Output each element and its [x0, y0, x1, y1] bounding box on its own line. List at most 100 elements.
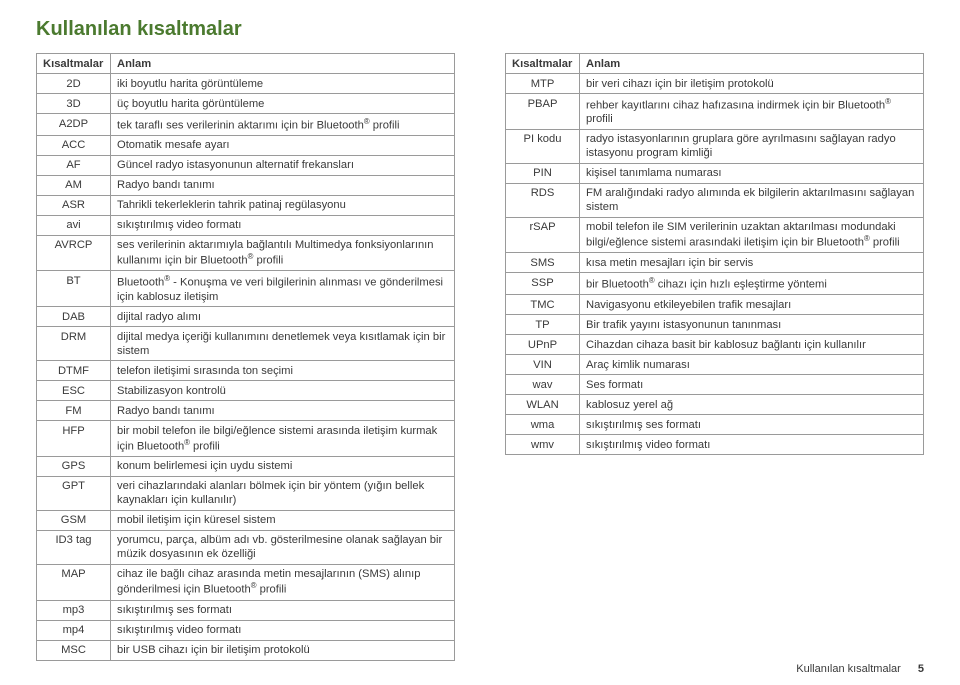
- abbr-cell: BT: [37, 271, 111, 307]
- meaning-cell: Otomatik mesafe ayarı: [111, 135, 455, 155]
- table-row: DTMFtelefon iletişimi sırasında ton seçi…: [37, 361, 455, 381]
- table-row: PBAPrehber kayıtlarını cihaz hafızasına …: [506, 94, 924, 130]
- meaning-cell: kablosuz yerel ağ: [580, 395, 924, 415]
- meaning-cell: kişisel tanımlama numarası: [580, 163, 924, 183]
- table-row: AVRCPses verilerinin aktarımıyla bağlant…: [37, 235, 455, 271]
- abbr-cell: MTP: [506, 74, 580, 94]
- abbr-cell: rSAP: [506, 217, 580, 253]
- table-row: mp4sıkıştırılmış video formatı: [37, 620, 455, 640]
- table-row: SMSkısa metin mesajları için bir servis: [506, 253, 924, 273]
- meaning-cell: Radyo bandı tanımı: [111, 175, 455, 195]
- abbr-cell: MAP: [37, 564, 111, 600]
- table-row: DABdijital radyo alımı: [37, 307, 455, 327]
- meaning-cell: Radyo bandı tanımı: [111, 401, 455, 421]
- content-columns: Kısaltmalar Anlam 2Diki boyutlu harita g…: [36, 53, 924, 661]
- abbr-cell: TMC: [506, 295, 580, 315]
- table-row: GPSkonum belirlemesi için uydu sistemi: [37, 456, 455, 476]
- abbr-cell: GPS: [37, 456, 111, 476]
- meaning-cell: Araç kimlik numarası: [580, 355, 924, 375]
- table-row: ESCStabilizasyon kontrolü: [37, 381, 455, 401]
- table-row: MAPcihaz ile bağlı cihaz arasında metin …: [37, 564, 455, 600]
- meaning-cell: kısa metin mesajları için bir servis: [580, 253, 924, 273]
- meaning-cell: Stabilizasyon kontrolü: [111, 381, 455, 401]
- abbr-cell: AVRCP: [37, 235, 111, 271]
- header-meaning: Anlam: [111, 54, 455, 74]
- table-row: wavSes formatı: [506, 375, 924, 395]
- table-row: ID3 tagyorumcu, parça, albüm adı vb. gös…: [37, 530, 455, 564]
- table-row: wmvsıkıştırılmış video formatı: [506, 435, 924, 455]
- table-row: UPnPCihazdan cihaza basit bir kablosuz b…: [506, 335, 924, 355]
- page-footer: Kullanılan kısaltmalar 5: [796, 663, 924, 675]
- meaning-cell: üç boyutlu harita görüntüleme: [111, 94, 455, 114]
- section-title: Kullanılan kısaltmalar: [36, 18, 924, 41]
- meaning-cell: sıkıştırılmış ses formatı: [580, 415, 924, 435]
- abbr-cell: WLAN: [506, 395, 580, 415]
- table-row: BTBluetooth® - Konuşma ve veri bilgileri…: [37, 271, 455, 307]
- table-row: AFGüncel radyo istasyonunun alternatif f…: [37, 155, 455, 175]
- table-header-row: Kısaltmalar Anlam: [506, 54, 924, 74]
- right-column: Kısaltmalar Anlam MTPbir veri cihazı içi…: [505, 53, 924, 661]
- table-row: AMRadyo bandı tanımı: [37, 175, 455, 195]
- abbr-cell: ESC: [37, 381, 111, 401]
- abbr-cell: GPT: [37, 476, 111, 510]
- meaning-cell: sıkıştırılmış video formatı: [111, 215, 455, 235]
- abbr-cell: RDS: [506, 183, 580, 217]
- meaning-cell: bir veri cihazı için bir iletişim protok…: [580, 74, 924, 94]
- meaning-cell: Bluetooth® - Konuşma ve veri bilgilerini…: [111, 271, 455, 307]
- abbr-cell: avi: [37, 215, 111, 235]
- abbr-cell: TP: [506, 315, 580, 335]
- meaning-cell: iki boyutlu harita görüntüleme: [111, 74, 455, 94]
- meaning-cell: rehber kayıtlarını cihaz hafızasına indi…: [580, 94, 924, 130]
- abbr-cell: 2D: [37, 74, 111, 94]
- footer-label: Kullanılan kısaltmalar: [796, 663, 901, 675]
- meaning-cell: cihaz ile bağlı cihaz arasında metin mes…: [111, 564, 455, 600]
- table-row: PINkişisel tanımlama numarası: [506, 163, 924, 183]
- left-table: Kısaltmalar Anlam 2Diki boyutlu harita g…: [36, 53, 455, 661]
- table-row: FMRadyo bandı tanımı: [37, 401, 455, 421]
- table-row: MTPbir veri cihazı için bir iletişim pro…: [506, 74, 924, 94]
- table-row: GSMmobil iletişim için küresel sistem: [37, 510, 455, 530]
- meaning-cell: ses verilerinin aktarımıyla bağlantılı M…: [111, 235, 455, 271]
- meaning-cell: veri cihazlarındaki alanları bölmek için…: [111, 476, 455, 510]
- table-row: PI koduradyo istasyonlarının gruplara gö…: [506, 129, 924, 163]
- table-row: HFPbir mobil telefon ile bilgi/eğlence s…: [37, 421, 455, 457]
- table-row: 2Diki boyutlu harita görüntüleme: [37, 74, 455, 94]
- meaning-cell: bir USB cihazı için bir iletişim protoko…: [111, 640, 455, 660]
- header-abbr: Kısaltmalar: [37, 54, 111, 74]
- left-column: Kısaltmalar Anlam 2Diki boyutlu harita g…: [36, 53, 455, 661]
- table-row: ACCOtomatik mesafe ayarı: [37, 135, 455, 155]
- abbr-cell: DAB: [37, 307, 111, 327]
- abbr-cell: wma: [506, 415, 580, 435]
- meaning-cell: Ses formatı: [580, 375, 924, 395]
- table-row: mp3sıkıştırılmış ses formatı: [37, 600, 455, 620]
- table-row: VINAraç kimlik numarası: [506, 355, 924, 375]
- meaning-cell: Cihazdan cihaza basit bir kablosuz bağla…: [580, 335, 924, 355]
- meaning-cell: sıkıştırılmış ses formatı: [111, 600, 455, 620]
- table-row: TMCNavigasyonu etkileyebilen trafik mesa…: [506, 295, 924, 315]
- meaning-cell: sıkıştırılmış video formatı: [580, 435, 924, 455]
- table-row: DRMdijital medya içeriği kullanımını den…: [37, 327, 455, 361]
- meaning-cell: konum belirlemesi için uydu sistemi: [111, 456, 455, 476]
- meaning-cell: Güncel radyo istasyonunun alternatif fre…: [111, 155, 455, 175]
- abbr-cell: SSP: [506, 273, 580, 295]
- meaning-cell: telefon iletişimi sırasında ton seçimi: [111, 361, 455, 381]
- table-header-row: Kısaltmalar Anlam: [37, 54, 455, 74]
- abbr-cell: SMS: [506, 253, 580, 273]
- meaning-cell: tek taraflı ses verilerinin aktarımı içi…: [111, 114, 455, 136]
- meaning-cell: yorumcu, parça, albüm adı vb. gösterilme…: [111, 530, 455, 564]
- table-row: GPTveri cihazlarındaki alanları bölmek i…: [37, 476, 455, 510]
- abbr-cell: FM: [37, 401, 111, 421]
- abbr-cell: AM: [37, 175, 111, 195]
- table-row: wmasıkıştırılmış ses formatı: [506, 415, 924, 435]
- right-table: Kısaltmalar Anlam MTPbir veri cihazı içi…: [505, 53, 924, 455]
- meaning-cell: dijital radyo alımı: [111, 307, 455, 327]
- abbr-cell: HFP: [37, 421, 111, 457]
- meaning-cell: radyo istasyonlarının gruplara göre ayrı…: [580, 129, 924, 163]
- abbr-cell: wav: [506, 375, 580, 395]
- table-row: RDSFM aralığındaki radyo alımında ek bil…: [506, 183, 924, 217]
- table-row: rSAPmobil telefon ile SIM verilerinin uz…: [506, 217, 924, 253]
- abbr-cell: ACC: [37, 135, 111, 155]
- meaning-cell: FM aralığındaki radyo alımında ek bilgil…: [580, 183, 924, 217]
- table-row: WLANkablosuz yerel ağ: [506, 395, 924, 415]
- abbr-cell: PBAP: [506, 94, 580, 130]
